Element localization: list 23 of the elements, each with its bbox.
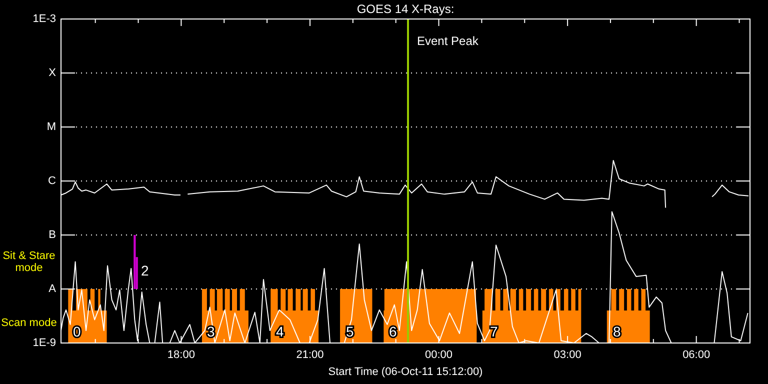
y-tick-label: C xyxy=(48,174,56,187)
ref-line-label: Event Peak xyxy=(417,34,480,48)
text: Sit & Stare mode xyxy=(2,250,56,274)
annotation: 6 xyxy=(389,324,397,340)
x-tick-label: 21:00 xyxy=(296,349,324,361)
annotation: 8 xyxy=(613,324,621,340)
y-tick-label: 1E-3 xyxy=(32,12,56,25)
x-tick-label: 03:00 xyxy=(554,349,582,361)
y-tick-label: A xyxy=(48,282,57,295)
text: Scan mode xyxy=(1,316,57,329)
x-tick-label: 06:00 xyxy=(682,349,710,361)
y-tick-label: B xyxy=(48,228,56,241)
y-tick-label: X xyxy=(48,66,57,79)
chart-title: GOES 14 X-Rays: xyxy=(356,2,454,16)
annotation: 0 xyxy=(73,324,81,340)
x-tick-label: 18:00 xyxy=(167,349,195,361)
annotation: 4 xyxy=(276,324,284,340)
y-tick-label: 1E-9 xyxy=(32,336,56,349)
y-tick-label: M xyxy=(46,120,56,133)
x-tick-label: 00:00 xyxy=(425,349,453,361)
x-axis-title: Start Time (06-Oct-11 15:12:00) xyxy=(328,366,483,378)
annotation: 2 xyxy=(141,262,149,279)
annotation: 7 xyxy=(490,324,498,340)
